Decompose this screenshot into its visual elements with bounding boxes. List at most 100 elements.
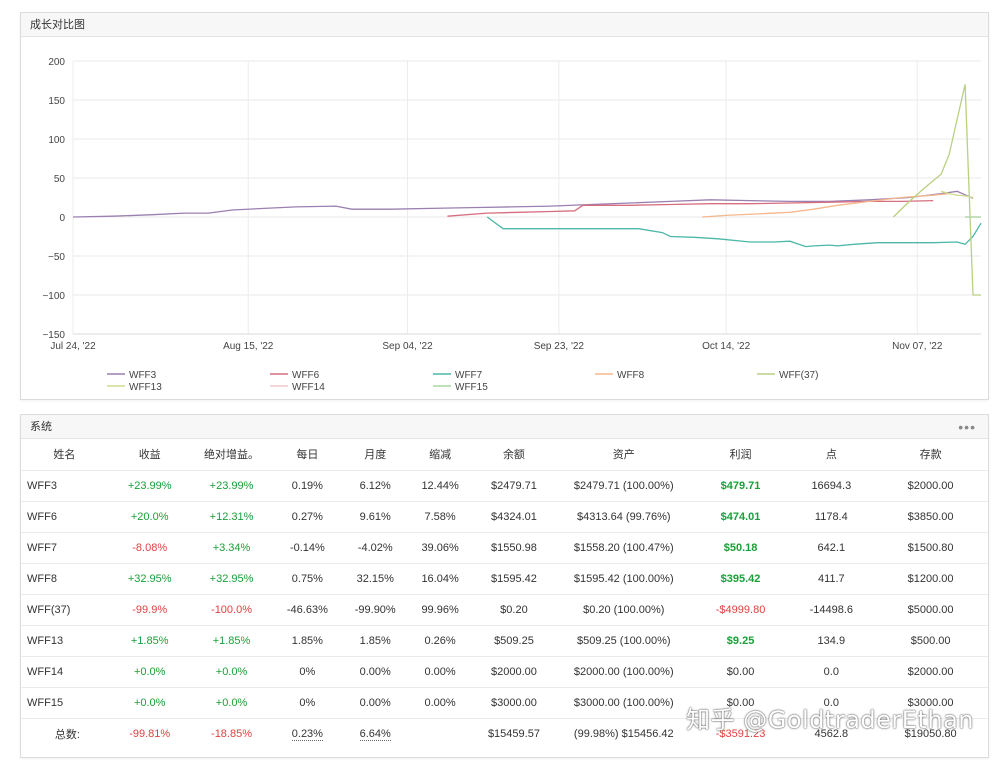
x-tick-label: Oct 14, '22 — [702, 341, 750, 352]
more-options-icon[interactable]: ••• — [958, 419, 976, 435]
cell-profit: $0.00 — [691, 656, 790, 688]
table-row: WFF3 +23.99% +23.99% 0.19% 6.12% 12.44% $2479.… — [21, 470, 988, 502]
cell-gain: +0.0% — [108, 656, 191, 688]
cell-balance: $3000.00 — [472, 687, 556, 719]
cell-equity: $2479.71 (100.00%) — [555, 470, 692, 502]
cell-equity: $4313.64 (99.76%) — [555, 501, 692, 533]
legend-label: WFF13 — [129, 382, 162, 393]
column-header[interactable]: 余额 — [472, 439, 556, 471]
table-row: WFF8 +32.95% +32.95% 0.75% 32.15% 16.04% $1595… — [21, 563, 988, 595]
system-name-link[interactable]: WFF7 — [21, 532, 109, 564]
cell-daily: 0.27% — [272, 501, 343, 533]
cell-equity: $3000.00 (100.00%) — [555, 687, 692, 719]
column-header[interactable]: 缩减 — [408, 439, 473, 471]
table-row: WFF15 +0.0% +0.0% 0% 0.00% 0.00% $3000.00 $3000… — [21, 687, 988, 719]
column-header[interactable]: 利润 — [691, 439, 790, 471]
table-row: WFF7 -8.08% +3.34% -0.14% -4.02% 39.06% $1550.… — [21, 532, 988, 564]
series-line-wff7 — [486, 216, 982, 248]
system-name-link[interactable]: WFF(37) — [21, 594, 109, 626]
column-header[interactable]: 点 — [789, 439, 874, 471]
cell-balance: $2479.71 — [472, 470, 556, 502]
x-tick-label: Sep 04, '22 — [382, 341, 433, 352]
table-header-row: 姓名 收益 绝对增益。 每日 月度 缩减 余额 资产 利润点存款 — [21, 439, 988, 471]
cell-monthly: 0.00% — [342, 687, 409, 719]
cell-monthly: 0.00% — [342, 656, 409, 688]
cell-gain: +1.85% — [108, 625, 191, 657]
cell-equity: $2000.00 (100.00%) — [555, 656, 692, 688]
legend-label: WFF7 — [455, 370, 483, 381]
system-name-link[interactable]: WFF8 — [21, 563, 109, 595]
series-line-wff37 — [892, 84, 981, 296]
legend-label: WFF15 — [455, 382, 488, 393]
system-name-link[interactable]: WFF14 — [21, 656, 109, 688]
system-name-link[interactable]: WFF15 — [21, 687, 109, 719]
y-tick-label: 0 — [59, 213, 65, 224]
cell-profit: $474.01 — [691, 501, 790, 533]
column-header[interactable]: 存款 — [873, 439, 988, 471]
cell-deposits: $1200.00 — [873, 563, 988, 595]
series-line-wff6 — [447, 199, 934, 217]
cell-pips: 0.0 — [789, 687, 874, 719]
column-header[interactable]: 姓名 — [21, 439, 109, 471]
cell-deposits: $2000.00 — [873, 470, 988, 502]
legend-label: WFF6 — [292, 370, 320, 381]
legend-label: WFF(37) — [779, 370, 818, 381]
y-tick-label: −100 — [42, 291, 65, 302]
cell-drawdown: 39.06% — [408, 532, 473, 564]
total-gain: -99.81% — [129, 728, 171, 741]
legend-label: WFF8 — [617, 370, 645, 381]
cell-abs: +12.31% — [190, 501, 273, 533]
system-name-link[interactable]: WFF13 — [21, 625, 109, 657]
cell-balance: $2000.00 — [472, 656, 556, 688]
cell-balance: $509.25 — [472, 625, 556, 657]
column-header[interactable]: 收益 — [108, 439, 191, 471]
cell-pips: 0.0 — [789, 656, 874, 688]
cell-deposits: $2000.00 — [873, 656, 988, 688]
table-row: WFF6 +20.0% +12.31% 0.27% 9.61% 7.58% $4324.01… — [21, 501, 988, 533]
cell-abs: +0.0% — [190, 656, 273, 688]
cell-pips: 134.9 — [789, 625, 874, 657]
y-tick-label: 150 — [48, 96, 65, 107]
x-tick-label: Sep 23, '22 — [534, 341, 585, 352]
x-tick-label: Nov 07, '22 — [892, 341, 943, 352]
cell-monthly: -99.90% — [342, 594, 409, 626]
cell-abs: +32.95% — [190, 563, 273, 595]
cell-gain: +0.0% — [108, 687, 191, 719]
cell-deposits: $5000.00 — [873, 594, 988, 626]
column-header[interactable]: 月度 — [342, 439, 409, 471]
cell-daily: 0% — [272, 687, 343, 719]
cell-drawdown: 0.26% — [408, 625, 473, 657]
system-name-link[interactable]: WFF6 — [21, 501, 109, 533]
cell-abs: +0.0% — [190, 687, 273, 719]
chart-panel: 成长对比图 200 150 100 50 0 −50 −100 −150 Jul 24, '22… — [20, 12, 989, 400]
cell-daily: -0.14% — [272, 532, 343, 564]
cell-pips: 1178.4 — [789, 501, 874, 533]
x-tick-label: Aug 15, '22 — [223, 341, 274, 352]
cell-drawdown: 7.58% — [408, 501, 473, 533]
cell-deposits: $500.00 — [873, 625, 988, 657]
table-row: WFF13 +1.85% +1.85% 1.85% 1.85% 0.26% $509.25 $… — [21, 625, 988, 657]
cell-profit: -$4999.80 — [691, 594, 790, 626]
y-tick-label: −50 — [48, 252, 65, 263]
cell-daily: 1.85% — [272, 625, 343, 657]
series-line-wff8 — [702, 192, 950, 218]
cell-drawdown: 16.04% — [408, 563, 473, 595]
y-tick-label: 200 — [48, 57, 65, 68]
column-header[interactable]: 每日 — [272, 439, 343, 471]
legend-label: WFF3 — [129, 370, 157, 381]
cell-daily: 0.19% — [272, 470, 343, 502]
cell-daily: -46.63% — [272, 594, 343, 626]
cell-monthly: 6.12% — [342, 470, 409, 502]
table-row: WFF(37) -99.9% -100.0% -46.63% -99.90% 99.96%… — [21, 594, 988, 626]
cell-pips: 411.7 — [789, 563, 874, 595]
total-monthly: 6.64% — [359, 728, 391, 742]
column-header[interactable]: 绝对增益。 — [190, 439, 273, 471]
total-label: 总数: — [54, 729, 80, 742]
system-name-link[interactable]: WFF3 — [21, 470, 109, 502]
chart-panel-title: 成长对比图 — [21, 13, 988, 37]
total-daily: 0.23% — [291, 728, 323, 742]
systems-panel-title: 系统 — [30, 421, 52, 433]
cell-monthly: -4.02% — [342, 532, 409, 564]
y-tick-label: 50 — [54, 174, 66, 185]
column-header[interactable]: 资产 — [555, 439, 692, 471]
